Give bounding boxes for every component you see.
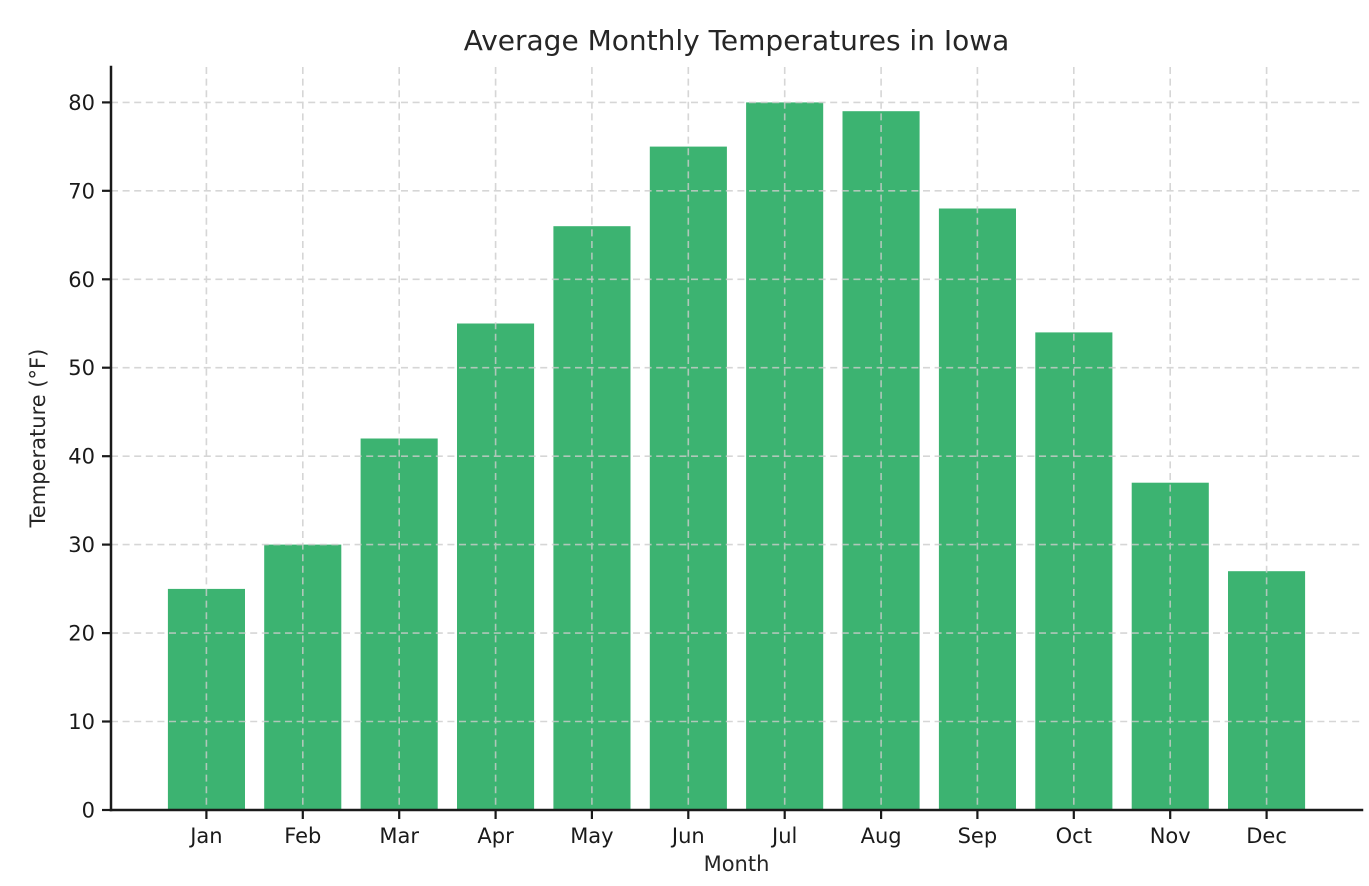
y-tick-labels: 0 10 20 30 40 50 60 70 80 — [68, 91, 95, 823]
x-tick-label-may: May — [570, 824, 613, 848]
y-tick-label-20: 20 — [68, 622, 95, 646]
chart-title: Average Monthly Temperatures in Iowa — [463, 24, 1010, 57]
x-tick-label-jul: Jul — [770, 824, 797, 848]
x-tick-label-sep: Sep — [958, 824, 998, 848]
x-tick-label-oct: Oct — [1056, 824, 1092, 848]
y-tick-label-10: 10 — [68, 710, 95, 734]
x-tick-label-jan: Jan — [188, 824, 222, 848]
x-tick-label-aug: Aug — [861, 824, 902, 848]
x-tick-label-mar: Mar — [379, 824, 419, 848]
y-tick-label-40: 40 — [68, 445, 95, 469]
y-tick-label-80: 80 — [68, 91, 95, 115]
x-tick-label-dec: Dec — [1246, 824, 1287, 848]
x-tick-labels: Jan Feb Mar Apr May Jun Jul Aug Sep Oct Nov Dec — [188, 824, 1287, 848]
y-tick-label-50: 50 — [68, 356, 95, 380]
x-tick-label-apr: Apr — [477, 824, 514, 848]
bar-dec — [1228, 571, 1306, 810]
gridlines-group — [111, 67, 1362, 810]
x-tick-label-jun: Jun — [670, 824, 705, 848]
y-tick-label-70: 70 — [68, 179, 95, 203]
y-tick-label-30: 30 — [68, 533, 95, 557]
bar-feb — [264, 544, 342, 810]
y-tick-label-60: 60 — [68, 268, 95, 292]
y-axis-label: Temperature (°F) — [26, 348, 50, 528]
x-tick-label-nov: Nov — [1150, 824, 1191, 848]
y-tick-label-0: 0 — [82, 799, 95, 823]
x-tick-label-feb: Feb — [284, 824, 321, 848]
tick-marks — [102, 101, 1268, 819]
x-axis-label: Month — [703, 852, 770, 876]
